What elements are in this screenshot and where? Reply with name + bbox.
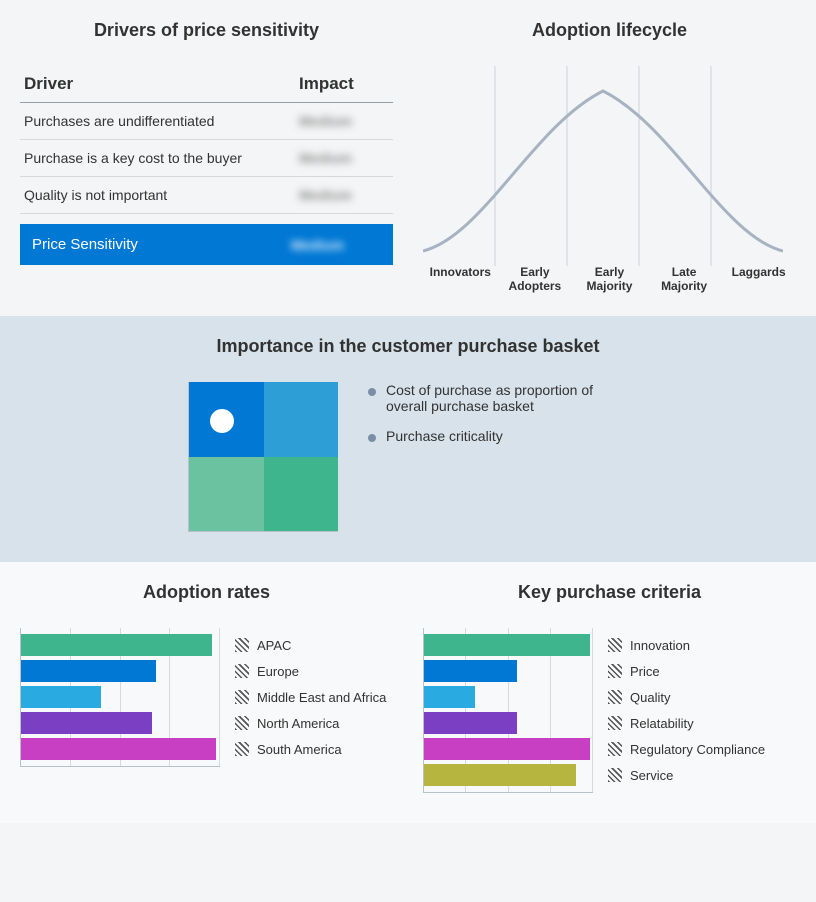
bar: [424, 634, 590, 656]
bar-label: South America: [257, 742, 342, 757]
bar-legend-item: APAC: [235, 634, 386, 656]
adoption-chart: [20, 628, 220, 767]
quadrant-chart: [188, 382, 338, 532]
basket-legend: Cost of purchase as proportion of overal…: [368, 382, 628, 458]
bar: [21, 738, 216, 760]
header-impact: Impact: [299, 74, 389, 94]
bar-legend-item: Relatability: [608, 712, 765, 734]
hatch-icon: [235, 638, 249, 652]
hatch-icon: [608, 638, 622, 652]
hatch-icon: [608, 742, 622, 756]
bar: [424, 660, 517, 682]
bar-legend-item: Innovation: [608, 634, 765, 656]
criteria-chart: [423, 628, 593, 793]
bar-label: North America: [257, 716, 339, 731]
bar-legend-item: South America: [235, 738, 386, 760]
drivers-row: Purchase is a key cost to the buyerMediu…: [20, 140, 393, 177]
bar: [21, 660, 156, 682]
summary-value: Medium: [291, 237, 381, 253]
impact-cell: Medium: [299, 150, 389, 166]
criteria-legend: Innovation Price Quality Relatability Regula…: [608, 628, 765, 793]
bar: [424, 764, 576, 786]
driver-cell: Quality is not important: [24, 187, 299, 203]
hatch-icon: [608, 664, 622, 678]
lifecycle-chart: InnovatorsEarly AdoptersEarly MajorityLa…: [423, 66, 796, 286]
bar-legend-item: Service: [608, 764, 765, 786]
legend-item: Purchase criticality: [368, 428, 628, 444]
lifecycle-labels: InnovatorsEarly AdoptersEarly MajorityLa…: [423, 266, 796, 294]
adoption-title: Adoption rates: [20, 582, 393, 603]
hatch-icon: [235, 664, 249, 678]
drivers-table: Driver Impact Purchases are undifferenti…: [20, 66, 393, 265]
driver-cell: Purchases are undifferentiated: [24, 113, 299, 129]
lifecycle-title: Adoption lifecycle: [423, 20, 796, 41]
bar-label: Innovation: [630, 638, 690, 653]
lifecycle-label: Early Majority: [572, 266, 647, 294]
header-driver: Driver: [24, 74, 299, 94]
bar: [424, 712, 517, 734]
bar: [21, 686, 101, 708]
bar-label: Regulatory Compliance: [630, 742, 765, 757]
bar-label: Price: [630, 664, 660, 679]
bar-label: Middle East and Africa: [257, 690, 386, 705]
impact-cell: Medium: [299, 187, 389, 203]
impact-cell: Medium: [299, 113, 389, 129]
lifecycle-label: Early Adopters: [498, 266, 573, 294]
drivers-row: Purchases are undifferentiatedMedium: [20, 103, 393, 140]
quadrant-cell: [189, 457, 264, 532]
bar-legend-item: Middle East and Africa: [235, 686, 386, 708]
bar: [424, 738, 590, 760]
lifecycle-label: Late Majority: [647, 266, 722, 294]
quadrant-dot: [210, 409, 234, 433]
lifecycle-label: Laggards: [721, 266, 796, 294]
legend-text: Purchase criticality: [386, 428, 503, 444]
summary-row: Price Sensitivity Medium: [20, 224, 393, 265]
basket-title: Importance in the customer purchase bask…: [20, 336, 796, 357]
quadrant-cell: [264, 457, 339, 532]
bar-label: Europe: [257, 664, 299, 679]
hatch-icon: [608, 716, 622, 730]
summary-label: Price Sensitivity: [32, 236, 291, 253]
quadrant-cell: [264, 382, 339, 457]
drivers-title: Drivers of price sensitivity: [20, 20, 393, 41]
bar-legend-item: Price: [608, 660, 765, 682]
bullet-icon: [368, 434, 376, 442]
hatch-icon: [235, 690, 249, 704]
hatch-icon: [235, 742, 249, 756]
bar-label: Service: [630, 768, 673, 783]
bullet-icon: [368, 388, 376, 396]
bar-legend-item: Europe: [235, 660, 386, 682]
bar: [21, 712, 152, 734]
driver-cell: Purchase is a key cost to the buyer: [24, 150, 299, 166]
bar-label: Relatability: [630, 716, 694, 731]
drivers-row: Quality is not importantMedium: [20, 177, 393, 214]
adoption-legend: APAC Europe Middle East and Africa North Am…: [235, 628, 386, 767]
bar: [424, 686, 475, 708]
hatch-icon: [608, 690, 622, 704]
drivers-header-row: Driver Impact: [20, 66, 393, 103]
lifecycle-label: Innovators: [423, 266, 498, 294]
legend-text: Cost of purchase as proportion of overal…: [386, 382, 628, 414]
bar-legend-item: North America: [235, 712, 386, 734]
bar-legend-item: Quality: [608, 686, 765, 708]
hatch-icon: [235, 716, 249, 730]
bar-label: Quality: [630, 690, 670, 705]
hatch-icon: [608, 768, 622, 782]
lifecycle-svg: [423, 66, 783, 266]
bar-legend-item: Regulatory Compliance: [608, 738, 765, 760]
basket-section: Importance in the customer purchase bask…: [0, 316, 816, 562]
bar-label: APAC: [257, 638, 291, 653]
bar: [21, 634, 212, 656]
legend-item: Cost of purchase as proportion of overal…: [368, 382, 628, 414]
criteria-title: Key purchase criteria: [423, 582, 796, 603]
